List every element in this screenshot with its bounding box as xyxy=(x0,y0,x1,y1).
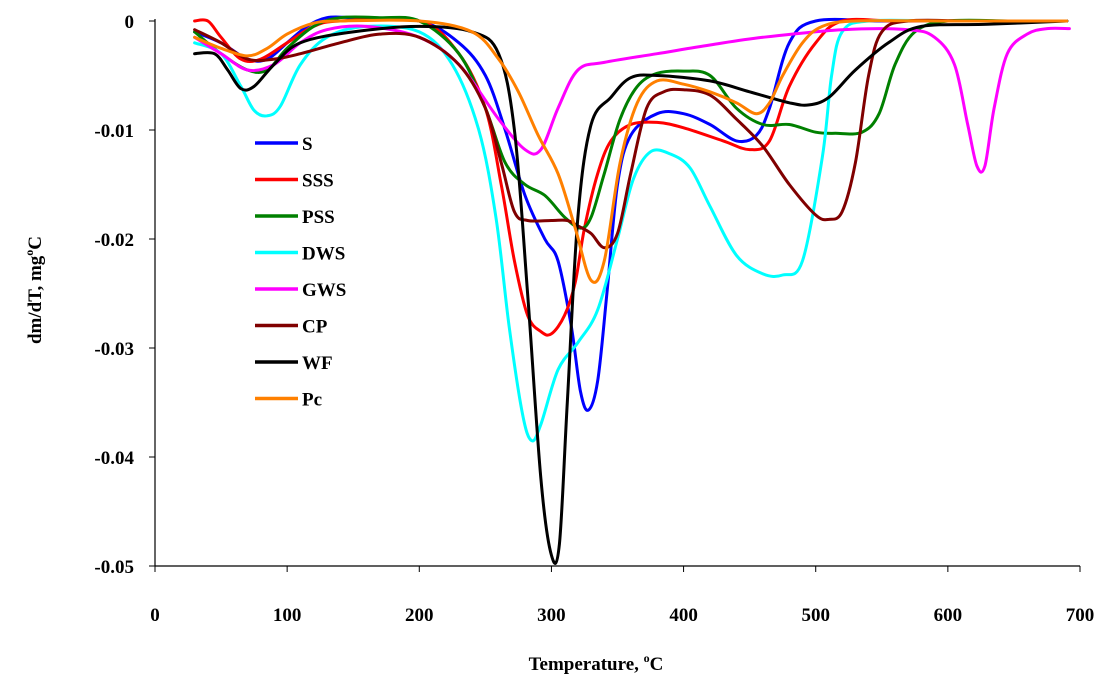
x-tick-label: 400 xyxy=(669,605,698,626)
legend-label-cp: CP xyxy=(302,317,328,338)
x-tick-label: 200 xyxy=(405,605,434,626)
x-axis-unit: C xyxy=(650,654,664,675)
legend-label-wf: WF xyxy=(302,353,333,374)
axes xyxy=(149,19,1081,572)
tick-labels: 0 100 200 300 400 500 600 700 0 -0.01 -0.02 -0.03 -0… xyxy=(94,12,1094,626)
x-axis-title: Temperature, oC xyxy=(529,651,664,675)
x-tick-label: 500 xyxy=(801,605,830,626)
x-tick-label: 0 xyxy=(150,605,160,626)
legend-label-gws: GWS xyxy=(302,280,346,301)
series-line-s xyxy=(193,15,1069,412)
series-line-wf xyxy=(193,19,1069,565)
y-tick-label: -0.05 xyxy=(94,557,134,578)
x-tick-label: 300 xyxy=(537,605,566,626)
legend-label-s: S xyxy=(302,134,313,155)
series-lines xyxy=(193,15,1071,565)
x-tick-label: 100 xyxy=(273,605,302,626)
y-tick-label: 0 xyxy=(125,12,135,33)
x-axis-unit-sup: o xyxy=(644,651,650,665)
y-tick-label: -0.04 xyxy=(94,448,134,469)
x-axis-label: Temperature, xyxy=(529,654,644,675)
legend-label-pc: Pc xyxy=(302,390,322,411)
legend-label-dws: DWS xyxy=(302,244,345,265)
legend-label-sss: SSS xyxy=(302,171,334,192)
series-line-dws xyxy=(193,18,1069,443)
y-tick-label: -0.02 xyxy=(94,230,134,251)
y-axis-label: dm/dT, mg xyxy=(25,255,46,344)
legend-label-pss: PSS xyxy=(302,207,335,228)
y-tick-label: -0.03 xyxy=(94,339,134,360)
series-line-pc xyxy=(193,18,1069,284)
series-line-cp xyxy=(193,18,1069,250)
y-tick-label: -0.01 xyxy=(94,121,134,142)
x-tick-label: 700 xyxy=(1066,605,1095,626)
series-line-pss xyxy=(193,15,1069,230)
series-line-sss xyxy=(193,16,1069,337)
series-line-gws xyxy=(193,24,1071,174)
y-axis-title: dm/dT, mgoC xyxy=(22,236,46,344)
y-axis-unit-sup: o xyxy=(22,250,36,256)
x-tick-label: 600 xyxy=(934,605,963,626)
y-axis-unit: C xyxy=(25,236,46,250)
